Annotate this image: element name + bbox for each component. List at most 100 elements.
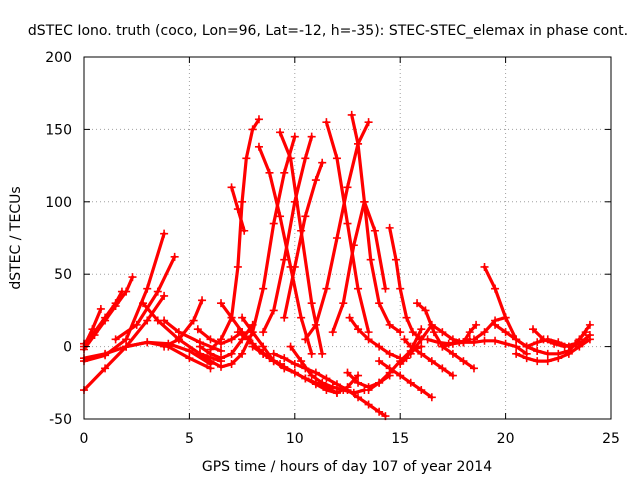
data-point-marker — [160, 342, 169, 351]
data-point-marker — [381, 284, 390, 293]
data-point-marker — [472, 320, 481, 329]
data-point-marker — [480, 262, 489, 271]
data-series — [459, 320, 481, 347]
data-point-marker — [550, 339, 559, 348]
data-point-marker — [311, 368, 320, 377]
series-line — [377, 359, 434, 399]
data-point-marker — [254, 142, 263, 151]
data-point-marker — [195, 342, 204, 351]
data-point-marker — [290, 368, 299, 377]
data-point-marker — [406, 342, 415, 351]
data-point-marker — [328, 328, 337, 337]
data-point-marker — [491, 320, 500, 329]
data-series — [345, 313, 405, 363]
data-point-marker — [385, 320, 394, 329]
data-point-marker — [396, 371, 405, 380]
data-point-marker — [385, 349, 394, 358]
data-point-marker — [238, 349, 247, 358]
data-point-marker — [101, 364, 110, 373]
data-series — [254, 142, 316, 358]
data-point-marker — [139, 299, 148, 308]
y-tick-label: 100 — [45, 195, 72, 211]
data-point-marker — [560, 342, 569, 351]
data-point-marker — [434, 338, 443, 347]
data-point-marker — [543, 357, 552, 366]
series-line — [331, 200, 387, 334]
data-series — [322, 118, 373, 337]
data-series — [385, 223, 426, 344]
data-point-marker — [322, 118, 331, 127]
data-point-marker — [427, 320, 436, 329]
data-point-marker — [233, 328, 242, 337]
data-point-marker — [512, 349, 521, 358]
data-point-marker — [375, 357, 384, 366]
data-point-marker — [198, 296, 207, 305]
data-point-marker — [564, 349, 573, 358]
data-point-marker — [195, 349, 204, 358]
series-line — [198, 135, 297, 369]
data-point-marker — [539, 335, 548, 344]
data-point-marker — [343, 368, 352, 377]
data-point-marker — [259, 349, 268, 358]
data-point-marker — [311, 380, 320, 389]
data-point-marker — [417, 349, 426, 358]
data-point-marker — [238, 197, 247, 206]
data-series — [400, 335, 457, 380]
data-point-marker — [248, 342, 257, 351]
data-point-marker — [318, 158, 327, 167]
axis-ticks — [83, 56, 612, 420]
data-point-marker — [423, 335, 432, 344]
data-point-marker — [469, 364, 478, 373]
data-point-marker — [160, 291, 169, 300]
data-point-marker — [280, 362, 289, 371]
data-point-marker — [375, 378, 384, 387]
data-point-marker — [206, 345, 215, 354]
data-point-marker — [290, 359, 299, 368]
data-point-marker — [370, 226, 379, 235]
data-point-marker — [385, 223, 394, 232]
data-point-marker — [413, 299, 422, 308]
data-point-marker — [366, 255, 375, 264]
data-point-marker — [132, 320, 141, 329]
data-point-marker — [360, 197, 369, 206]
data-point-marker — [111, 299, 120, 308]
series-line — [162, 298, 204, 349]
series-line — [272, 352, 387, 418]
data-point-marker — [385, 364, 394, 373]
data-point-marker — [438, 328, 447, 337]
data-point-marker — [522, 342, 531, 351]
data-point-marker — [364, 386, 373, 395]
data-point-marker — [297, 357, 306, 366]
data-point-marker — [227, 335, 236, 344]
data-point-marker — [417, 342, 426, 351]
data-series — [347, 110, 405, 337]
series-line — [261, 135, 314, 334]
data-series — [248, 342, 363, 397]
data-point-marker — [248, 125, 257, 134]
data-point-marker — [349, 241, 358, 250]
data-point-marker — [311, 176, 320, 185]
data-point-marker — [153, 287, 162, 296]
data-point-marker — [571, 339, 580, 348]
data-point-marker — [328, 383, 337, 392]
data-point-marker — [143, 316, 152, 325]
data-point-marker — [233, 205, 242, 214]
data-point-marker — [375, 407, 384, 416]
data-point-marker — [322, 386, 331, 395]
data-point-marker — [174, 335, 183, 344]
data-point-marker — [318, 349, 327, 358]
data-point-marker — [375, 342, 384, 351]
x-tick-label: 10 — [286, 431, 304, 447]
data-point-marker — [217, 335, 226, 344]
y-tick-label: 0 — [63, 340, 72, 356]
data-point-marker — [117, 287, 126, 296]
data-point-marker — [354, 378, 363, 387]
data-point-marker — [318, 378, 327, 387]
data-point-marker — [491, 284, 500, 293]
data-point-marker — [307, 349, 316, 358]
series-line — [82, 275, 135, 352]
data-point-marker — [364, 118, 373, 127]
series-line — [208, 117, 261, 352]
data-point-marker — [242, 154, 251, 163]
